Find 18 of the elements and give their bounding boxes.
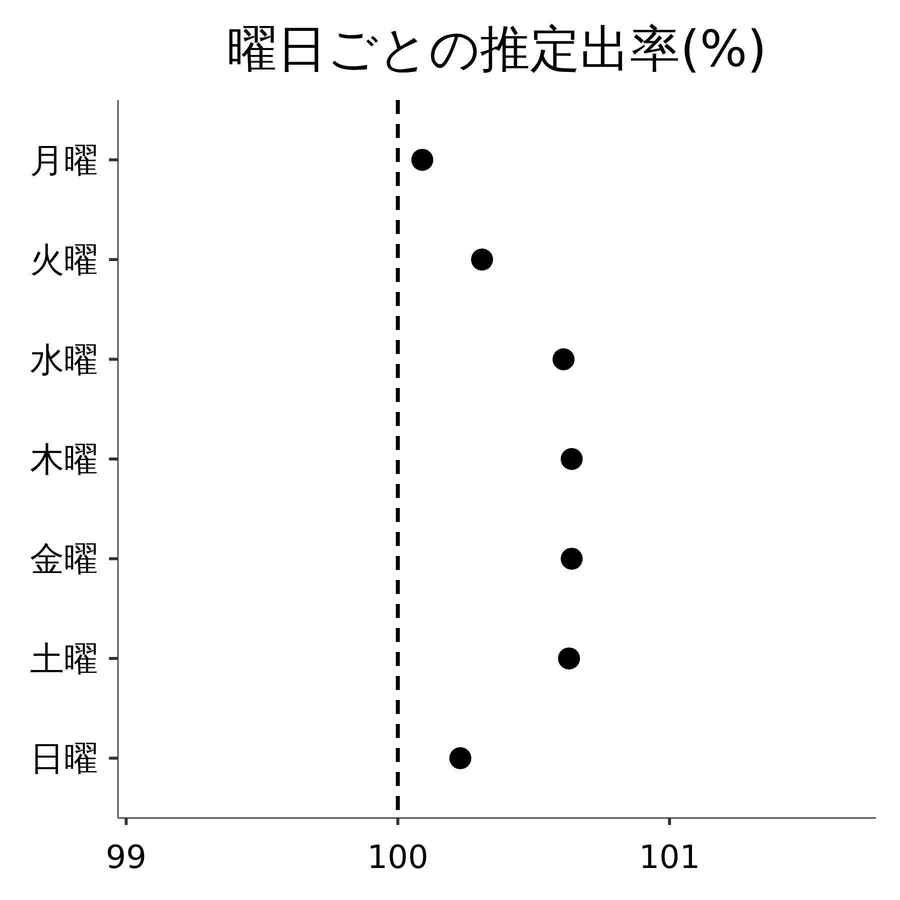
point [411,148,434,171]
point [558,647,580,670]
y-tick-label: 日曜 [30,739,98,780]
x-tick-label: 101 [638,838,700,876]
y-tick-label: 木曜 [30,440,98,480]
chart-title: 曜日ごとの推定出率(%) [227,20,767,78]
y-tick-label: 水曜 [30,340,98,380]
point [471,248,494,271]
y-tick-label: 金曜 [30,540,98,580]
y-tick-label: 土曜 [30,639,98,680]
y-tick-label: 月曜 [30,140,98,181]
point [449,747,472,770]
point [560,448,583,470]
x-tick-label: 100 [367,838,428,876]
y-tick-label: 火曜 [30,240,98,281]
point [552,348,575,370]
x-tick-label: 99 [106,838,147,876]
point [560,548,583,570]
